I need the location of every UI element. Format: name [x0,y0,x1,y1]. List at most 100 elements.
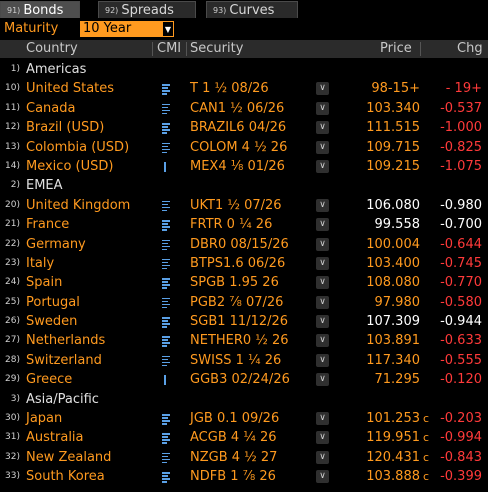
chevron-down-icon[interactable]: ∨ [316,256,329,270]
table-row[interactable]: 31) Australia ACGB 4 ¼ 26 ∨ 119.951 c -0.994 [0,428,488,447]
chevron-down-icon[interactable]: ∨ [316,412,329,426]
chevron-down-icon[interactable]: ∨ [316,218,329,232]
column-security[interactable]: Security [190,41,244,56]
country-link[interactable]: Netherlands [26,333,106,349]
chevron-down-icon[interactable]: ∨ [316,295,329,309]
tab-curves[interactable]: 93) Curves [206,1,298,18]
chevron-down-icon[interactable]: ∨ [316,450,329,464]
chart-lines-icon[interactable] [162,472,170,483]
security-link[interactable]: SWISS 1 ¼ 26 [190,352,282,368]
country-link[interactable]: Greece [26,372,73,388]
table-row[interactable]: 21) France FRTR 0 ¼ 26 ∨ 99.558 -0.700 [0,215,488,234]
chevron-down-icon[interactable]: ∨ [316,101,329,115]
chart-lines-icon[interactable] [162,433,170,444]
chart-lines-icon[interactable] [162,123,170,134]
table-row[interactable]: 22) Germany DBR0 08/15/26 ∨ 100.004 -0.644 [0,235,488,254]
country-link[interactable]: Switzerland [26,352,102,368]
table-row[interactable]: 28) Switzerland SWISS 1 ¼ 26 ∨ 117.340 -0.555 [0,351,488,370]
chevron-down-icon[interactable]: ∨ [316,237,329,251]
chevron-down-icon[interactable]: ∨ [316,315,329,329]
table-row[interactable]: 11) Canada CAN1 ½ 06/26 ∨ 103.340 -0.537 [0,99,488,118]
security-link[interactable]: SPGB 1.95 26 [190,275,279,291]
security-link[interactable]: NDFB 1 ⅞ 26 [190,469,276,485]
security-link[interactable]: JGB 0.1 09/26 [190,411,280,427]
chart-lines-icon[interactable] [162,84,170,95]
security-link[interactable]: ACGB 4 ¼ 26 [190,430,277,446]
security-link[interactable]: CAN1 ½ 06/26 [190,100,285,116]
table-row[interactable]: 32) New Zealand NZGB 4 ½ 27 ∨ 120.431 c -0.843 [0,448,488,467]
chevron-down-icon[interactable]: ∨ [316,353,329,367]
table-row[interactable]: 13) Colombia (USD) COLOM 4 ½ 26 ∨ 109.715 -0.… [0,138,488,157]
chevron-down-icon[interactable]: ∨ [316,159,329,173]
country-link[interactable]: United Kingdom [26,197,131,213]
chart-bar-icon[interactable] [162,375,170,386]
country-link[interactable]: United States [26,81,115,97]
country-link[interactable]: Australia [26,430,84,446]
security-link[interactable]: UKT1 ½ 07/26 [190,197,282,213]
chart-lines-icon[interactable] [162,239,170,251]
table-row[interactable]: 24) Spain SPGB 1.95 26 ∨ 108.080 -0.770 [0,273,488,292]
country-link[interactable]: Japan [26,411,63,427]
security-link[interactable]: SGB1 11/12/26 [190,314,289,330]
security-link[interactable]: BRAZIL6 04/26 [190,120,287,136]
country-link[interactable]: Italy [26,255,55,271]
country-link[interactable]: South Korea [26,469,105,485]
country-link[interactable]: Colombia (USD) [26,139,130,155]
chart-lines-icon[interactable] [162,452,170,464]
chart-lines-icon[interactable] [162,297,170,309]
chevron-down-icon[interactable]: ∨ [316,334,329,348]
country-link[interactable]: Spain [26,275,63,291]
chevron-down-icon[interactable]: ∨ [316,470,329,484]
dropdown-arrow-icon[interactable]: ▼ [162,21,174,37]
chevron-down-icon[interactable]: ∨ [316,431,329,445]
chevron-down-icon[interactable]: ∨ [316,276,329,290]
security-link[interactable]: FRTR 0 ¼ 26 [190,217,273,233]
region-row[interactable]: 3) Asia/Pacific [0,390,488,409]
security-link[interactable]: BTPS1.6 06/26 [190,255,286,271]
tab-bonds[interactable]: 91) Bonds [0,1,80,18]
chart-lines-icon[interactable] [162,103,170,115]
chevron-down-icon[interactable]: ∨ [316,373,329,387]
chart-lines-icon[interactable] [162,278,170,289]
country-link[interactable]: Mexico (USD) [26,158,114,174]
country-link[interactable]: Canada [26,100,76,116]
region-row[interactable]: 1) Americas [0,60,488,79]
table-row[interactable]: 33) South Korea NDFB 1 ⅞ 26 ∨ 103.888 c -0.399 [0,467,488,486]
column-price[interactable]: Price [380,41,412,56]
chart-lines-icon[interactable] [162,258,170,270]
table-row[interactable]: 20) United Kingdom UKT1 ½ 07/26 ∨ 106.080 -0.… [0,196,488,215]
security-link[interactable]: MEX4 ⅛ 01/26 [190,158,285,174]
country-link[interactable]: Portugal [26,294,80,310]
chart-lines-icon[interactable] [162,220,170,231]
table-row[interactable]: 25) Portugal PGB2 ⅞ 07/26 ∨ 97.980 -0.580 [0,293,488,312]
tab-spreads[interactable]: 92) Spreads [98,1,196,18]
chart-lines-icon[interactable] [162,142,170,154]
security-link[interactable]: NETHER0 ½ 26 [190,333,289,349]
chart-lines-icon[interactable] [162,317,170,328]
column-cmi[interactable]: CMI [157,41,182,56]
chevron-down-icon[interactable]: ∨ [316,140,329,154]
chevron-down-icon[interactable]: ∨ [316,198,329,212]
column-chg[interactable]: Chg [457,41,483,56]
region-row[interactable]: 2) EMEA [0,176,488,195]
chart-lines-icon[interactable] [162,414,170,425]
security-link[interactable]: NZGB 4 ½ 27 [190,449,278,465]
table-row[interactable]: 23) Italy BTPS1.6 06/26 ∨ 103.400 -0.745 [0,254,488,273]
security-link[interactable]: GGB3 02/24/26 [190,372,290,388]
chart-lines-icon[interactable] [162,355,170,367]
maturity-select[interactable]: 10 Year ▼ [80,21,174,37]
chart-lines-icon[interactable] [162,336,170,347]
security-link[interactable]: DBR0 08/15/26 [190,236,289,252]
table-row[interactable]: 10) United States T 1 ½ 08/26 ∨ 98-15+ - 19+ [0,79,488,98]
country-link[interactable]: Brazil (USD) [26,120,105,136]
country-link[interactable]: France [26,217,70,233]
security-link[interactable]: T 1 ½ 08/26 [190,81,269,97]
chevron-down-icon[interactable]: ∨ [316,82,329,96]
table-row[interactable]: 29) Greece GGB3 02/24/26 ∨ 71.295 -0.120 [0,370,488,389]
table-row[interactable]: 27) Netherlands NETHER0 ½ 26 ∨ 103.891 -0.633 [0,331,488,350]
column-country[interactable]: Country [26,41,78,56]
security-link[interactable]: PGB2 ⅞ 07/26 [190,294,284,310]
chevron-down-icon[interactable]: ∨ [316,121,329,135]
table-row[interactable]: 12) Brazil (USD) BRAZIL6 04/26 ∨ 111.515 -1.0… [0,118,488,137]
chart-bar-icon[interactable] [162,161,170,172]
